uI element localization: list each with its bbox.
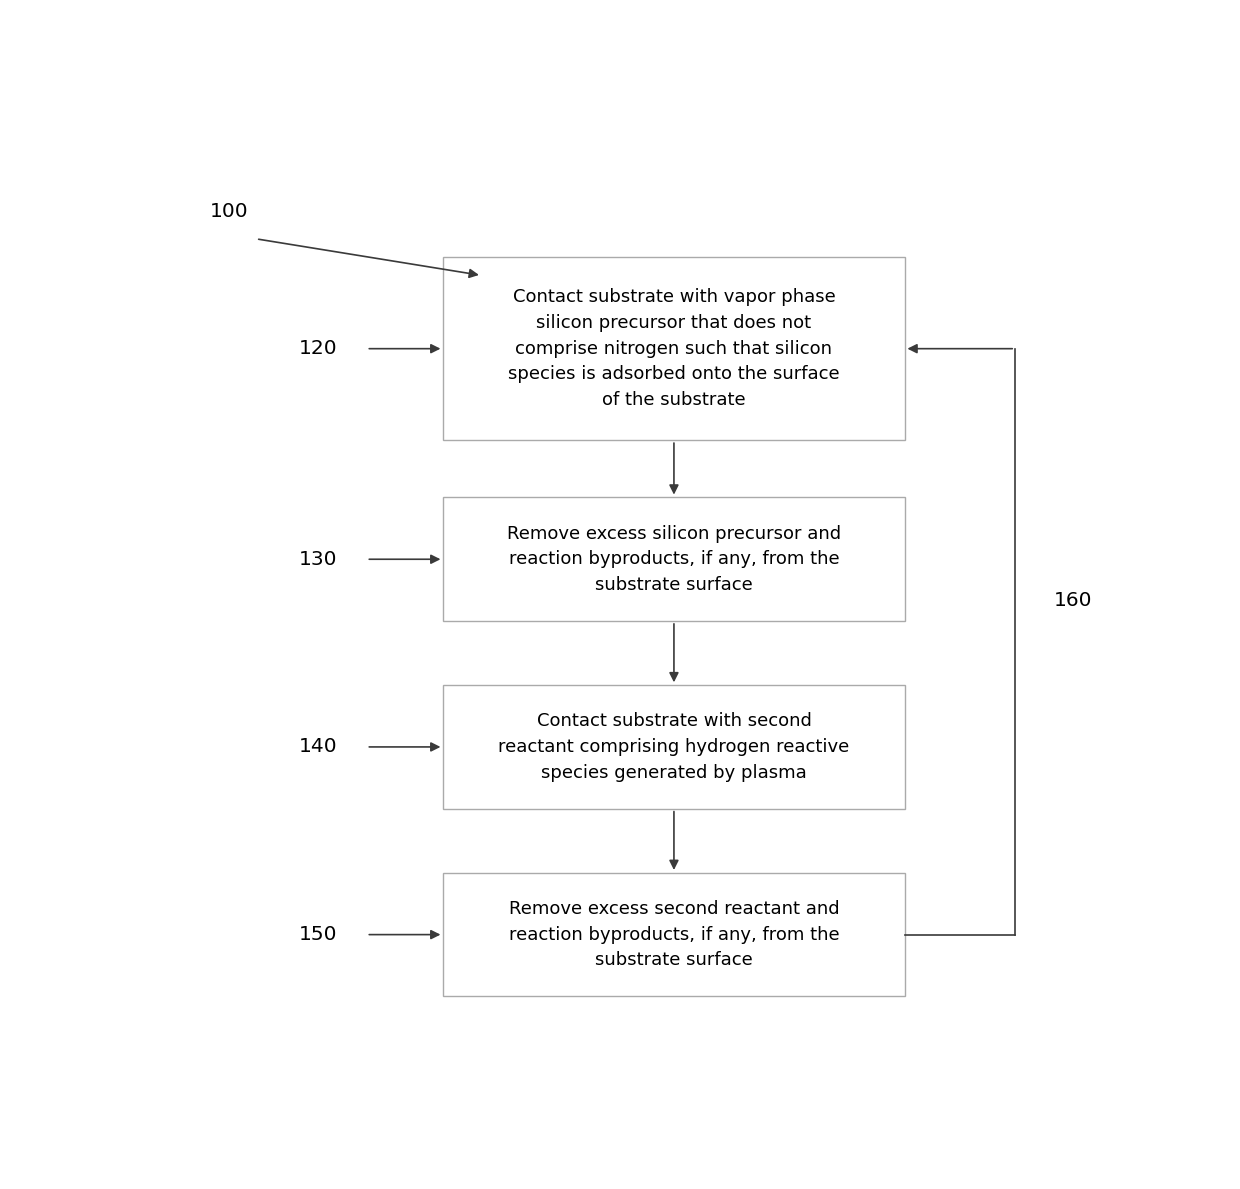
Text: 160: 160 xyxy=(1054,591,1092,610)
Text: Remove excess silicon precursor and
reaction byproducts, if any, from the
substr: Remove excess silicon precursor and reac… xyxy=(507,524,841,594)
Text: 100: 100 xyxy=(210,202,248,221)
FancyBboxPatch shape xyxy=(444,873,905,996)
Text: Contact substrate with vapor phase
silicon precursor that does not
comprise nitr: Contact substrate with vapor phase silic… xyxy=(508,288,839,409)
FancyBboxPatch shape xyxy=(444,497,905,621)
FancyBboxPatch shape xyxy=(444,257,905,440)
Text: 150: 150 xyxy=(299,925,337,944)
Text: 140: 140 xyxy=(299,737,337,756)
Text: Remove excess second reactant and
reaction byproducts, if any, from the
substrat: Remove excess second reactant and reacti… xyxy=(508,900,839,969)
Text: 120: 120 xyxy=(299,339,337,358)
Text: 130: 130 xyxy=(299,549,337,568)
Text: Contact substrate with second
reactant comprising hydrogen reactive
species gene: Contact substrate with second reactant c… xyxy=(498,712,849,781)
FancyBboxPatch shape xyxy=(444,685,905,809)
